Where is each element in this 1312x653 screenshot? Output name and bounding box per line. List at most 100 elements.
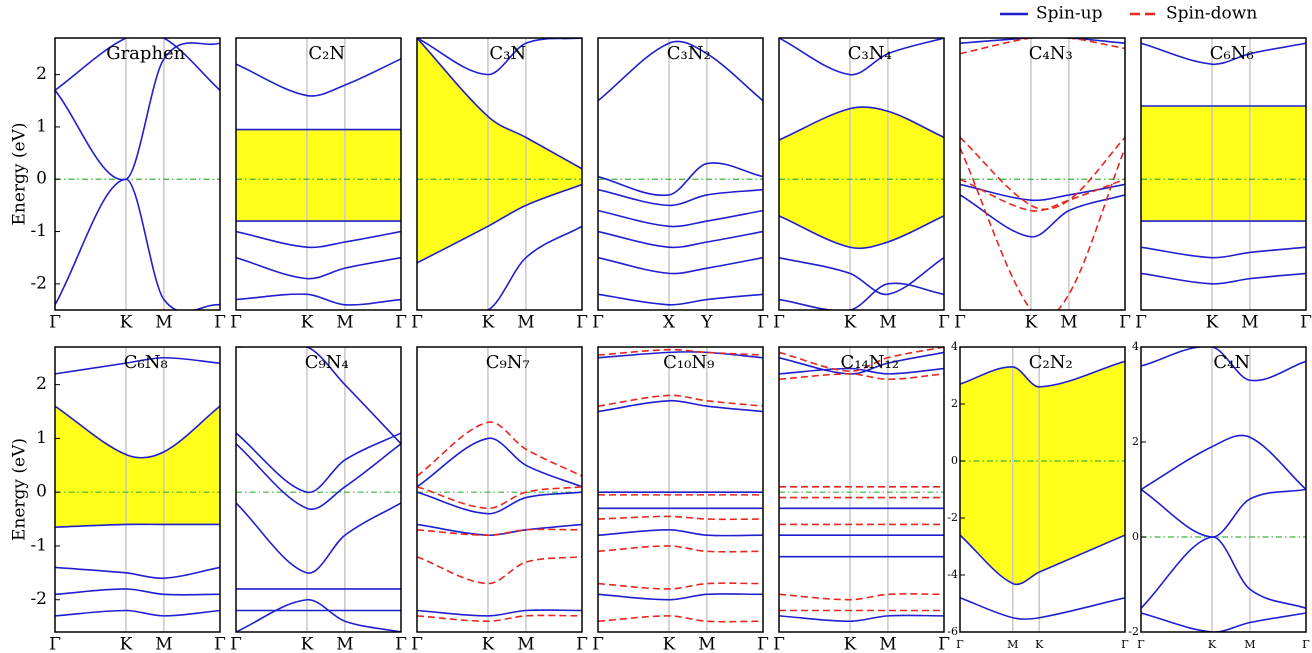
band-line (598, 211, 763, 227)
x-tick-label: Γ (773, 313, 785, 333)
x-tick-label: Γ (938, 313, 950, 333)
x-tick-label: Y (700, 313, 713, 333)
x-tick-label: Γ (411, 313, 423, 333)
y-tick-label: -2 (947, 511, 958, 524)
band-line (236, 503, 401, 573)
band-line (55, 567, 220, 578)
x-tick-label: Γ (592, 313, 604, 333)
band-line (417, 529, 582, 535)
x-tick-label: M (1007, 638, 1018, 651)
band-line (779, 374, 944, 379)
panel-title: C₆N₈ (124, 352, 168, 373)
panel-title: C₉N₇ (486, 352, 530, 373)
x-tick-label: Γ (954, 313, 966, 333)
band-line (1141, 537, 1306, 608)
x-tick-label: K (1206, 313, 1219, 333)
band-line (1141, 247, 1306, 258)
panel-title: C₄N₃ (1029, 43, 1073, 64)
y-tick-label: 2 (36, 374, 47, 394)
band-line (236, 294, 401, 305)
band-line (417, 487, 582, 509)
plot-area (417, 38, 582, 315)
x-tick-label: M (879, 313, 896, 333)
frame (55, 38, 220, 310)
x-tick-label: M (336, 635, 353, 653)
plot-area (598, 347, 763, 632)
x-tick-label: Γ (49, 313, 61, 333)
panel-title: C₃N (489, 43, 526, 64)
panel-title: C₄N (1213, 352, 1250, 373)
x-tick-label: M (1060, 313, 1077, 333)
plot-area (779, 347, 944, 632)
x-tick-label: M (1244, 638, 1255, 651)
panel: ΓKMΓC₆N₆ (1135, 38, 1312, 333)
band-line (417, 615, 582, 621)
band-line (55, 179, 220, 311)
y-axis-label: Energy (eV) (10, 438, 30, 541)
plot-area (1141, 347, 1306, 633)
x-tick-label: M (517, 313, 534, 333)
band-line (236, 258, 401, 279)
y-tick-label: 0 (951, 454, 958, 467)
x-tick-label: M (698, 635, 715, 653)
frame (598, 347, 763, 632)
x-tick-label: K (120, 635, 133, 653)
x-tick-label: M (879, 635, 896, 653)
figure: Spin-upSpin-downΓKMΓ-2-1012Energy (eV)Gr… (0, 0, 1312, 653)
y-tick-label: 2 (951, 397, 958, 410)
panel: ΓKMΓC₁₀N₉ (592, 347, 769, 653)
band-line (236, 444, 401, 509)
y-tick-label: -2 (1128, 625, 1139, 638)
band-line (779, 283, 944, 310)
x-tick-label: K (301, 635, 314, 653)
x-tick-label: K (844, 313, 857, 333)
x-tick-label: K (844, 635, 857, 653)
plot-area (779, 38, 944, 311)
y-tick-label: -6 (947, 625, 958, 638)
plot-area (1141, 38, 1306, 310)
band-line (1141, 273, 1306, 284)
band-line (417, 557, 582, 584)
x-tick-label: M (517, 635, 534, 653)
band-line (55, 589, 220, 595)
band-line (1141, 435, 1306, 489)
y-tick-label: 0 (36, 482, 47, 502)
x-tick-label: Γ (576, 313, 588, 333)
x-tick-label: Γ (1121, 638, 1129, 651)
band-line (55, 610, 220, 615)
x-tick-label: Γ (1135, 313, 1147, 333)
band-line (417, 438, 582, 487)
band-line (598, 530, 763, 536)
legend-label: Spin-up (1036, 4, 1103, 24)
plot-area (960, 347, 1125, 632)
page: {"legend": [{"label": "Spin-up", "spin":… (0, 0, 1312, 653)
band-line (779, 615, 944, 621)
x-tick-label: Γ (214, 635, 226, 653)
panel-title: Graphen (106, 43, 185, 64)
x-tick-label: Γ (230, 635, 242, 653)
x-tick-label: Γ (49, 635, 61, 653)
x-tick-label: Γ (214, 313, 226, 333)
panel: ΓKMΓC₂N (230, 38, 407, 333)
x-tick-label: Γ (395, 313, 407, 333)
plot-area (55, 347, 220, 632)
band-line (598, 616, 763, 622)
plot-area (236, 38, 401, 310)
y-tick-label: 2 (1132, 435, 1139, 448)
x-tick-label: X (663, 313, 676, 333)
x-tick-label: K (482, 635, 495, 653)
y-tick-label: 0 (1132, 530, 1139, 543)
x-tick-label: Γ (1119, 313, 1131, 333)
x-tick-label: K (1035, 638, 1044, 651)
band-line (236, 59, 401, 96)
frame (417, 347, 582, 632)
y-tick-label: -1 (30, 221, 47, 241)
x-tick-label: M (155, 635, 172, 653)
plot-area (55, 33, 220, 312)
